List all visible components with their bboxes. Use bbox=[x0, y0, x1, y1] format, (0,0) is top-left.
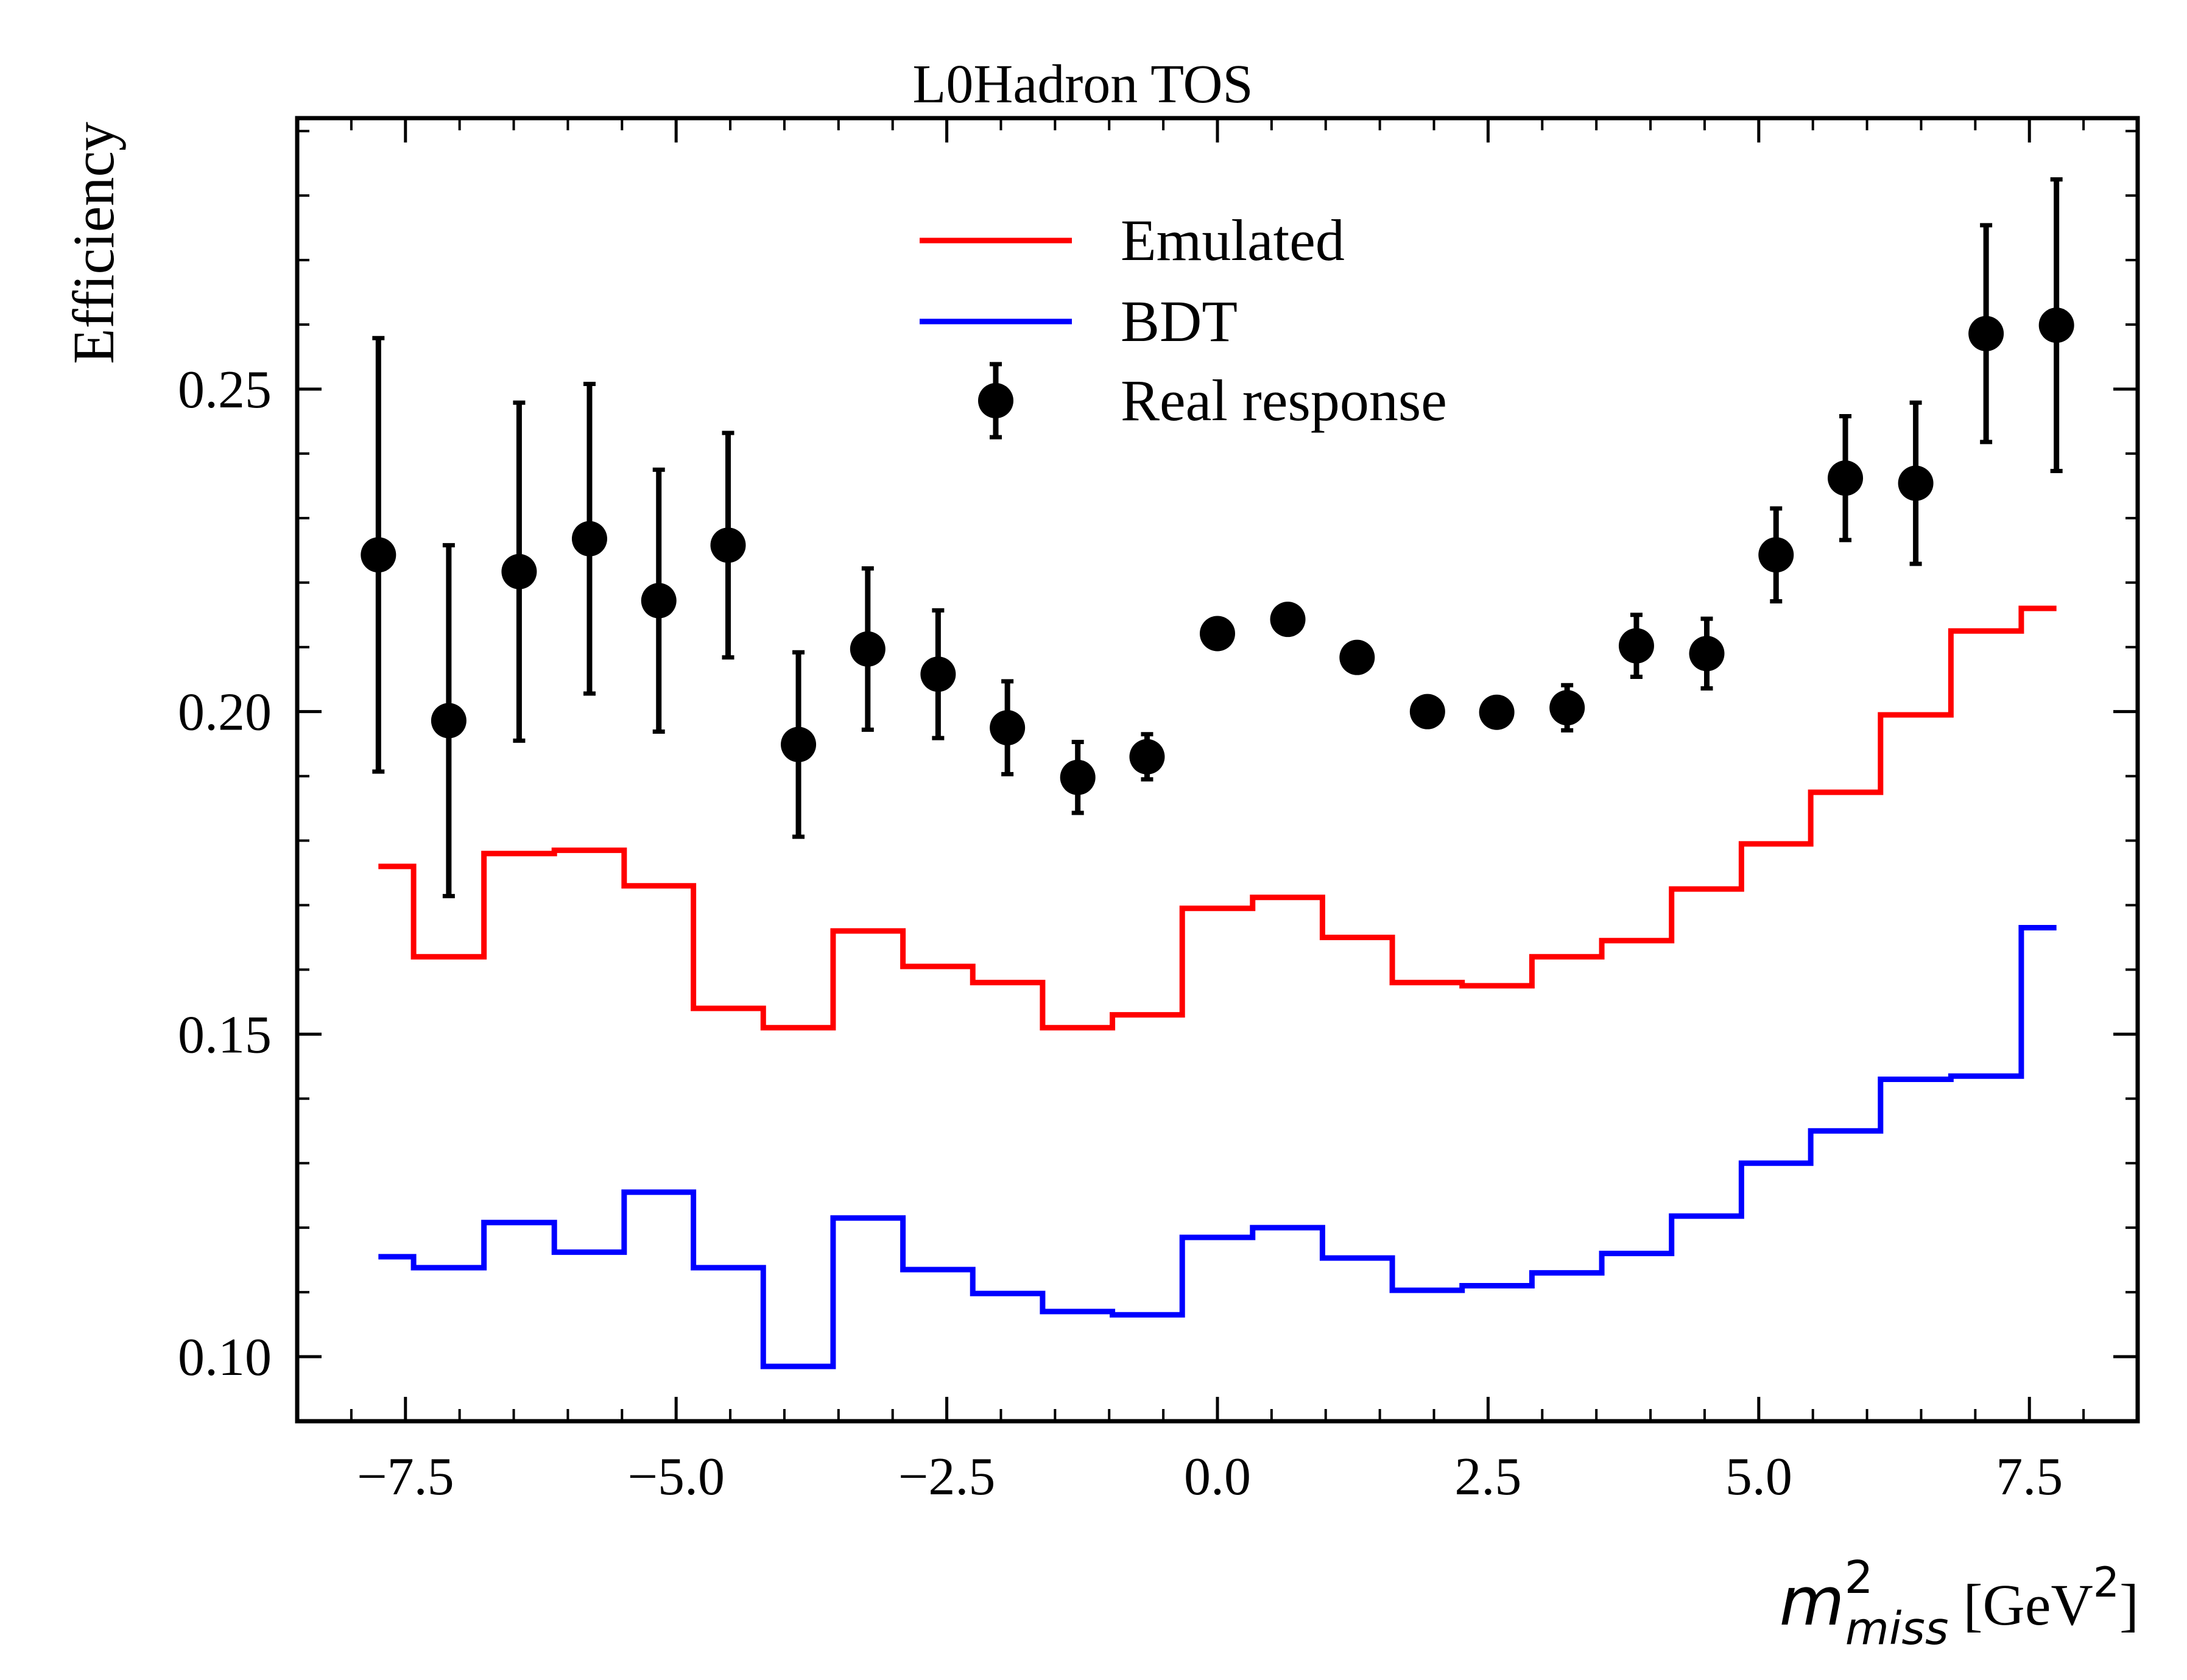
y-tick-label: 0.25 bbox=[178, 360, 272, 420]
x-tick-label: −7.5 bbox=[357, 1447, 454, 1506]
series-points-real-response bbox=[361, 177, 2074, 899]
data-point bbox=[1129, 739, 1165, 775]
data-point bbox=[1409, 694, 1445, 729]
x-axis-unit-superscript: 2 bbox=[2093, 1559, 2119, 1607]
x-tick-label: 7.5 bbox=[1996, 1447, 2063, 1506]
x-tick-label: 5.0 bbox=[1725, 1447, 1792, 1506]
series-line-emulated bbox=[378, 605, 2057, 1031]
data-point bbox=[1758, 537, 1794, 573]
data-point bbox=[1618, 628, 1654, 664]
x-tick-label: 0.0 bbox=[1184, 1447, 1251, 1506]
data-point bbox=[1339, 639, 1375, 675]
x-axis-unit-prefix: [GeV bbox=[1963, 1572, 2093, 1637]
legend: Emulated BDT Real response bbox=[920, 208, 1447, 440]
chart-title: L0Hadron TOS bbox=[912, 54, 1253, 114]
legend-label-bdt: BDT bbox=[1121, 289, 1238, 354]
y-axis-label: Efficiency bbox=[61, 122, 126, 364]
data-point bbox=[1898, 465, 1934, 501]
legend-label-real-response: Real response bbox=[1121, 368, 1447, 433]
data-point bbox=[920, 656, 956, 692]
data-point bbox=[1689, 636, 1725, 672]
x-axis-symbol: m bbox=[1780, 1562, 1845, 1640]
x-axis-subscript: miss bbox=[1845, 1603, 1949, 1655]
data-point bbox=[641, 583, 677, 619]
data-point bbox=[361, 537, 396, 573]
data-point bbox=[710, 527, 746, 563]
data-point bbox=[1270, 602, 1306, 638]
data-point bbox=[1200, 616, 1235, 652]
data-point bbox=[990, 710, 1026, 746]
plot-frame bbox=[295, 116, 2140, 1424]
y-tick-label: 0.20 bbox=[178, 683, 272, 742]
x-axis-unit-suffix: ] bbox=[2119, 1572, 2139, 1637]
legend-swatch-point bbox=[978, 383, 1013, 418]
data-point bbox=[1549, 690, 1585, 726]
data-point bbox=[850, 631, 886, 667]
x-tick-label: 2.5 bbox=[1454, 1447, 1521, 1506]
x-axis-superscript: 2 bbox=[1845, 1552, 1873, 1604]
legend-label-emulated: Emulated bbox=[1121, 208, 1345, 273]
y-tick-label: 0.15 bbox=[178, 1005, 272, 1064]
data-point bbox=[571, 521, 607, 557]
data-point bbox=[501, 554, 537, 589]
data-point bbox=[1479, 694, 1515, 730]
series-line-bdt bbox=[378, 925, 2057, 1369]
data-point bbox=[1968, 315, 2004, 351]
data-point bbox=[781, 726, 817, 762]
x-axis-label: m2 miss [GeV2] bbox=[1780, 1552, 2139, 1655]
x-tick-label: −2.5 bbox=[898, 1447, 996, 1506]
data-point bbox=[2038, 308, 2074, 343]
y-tick-label: 0.10 bbox=[178, 1328, 272, 1387]
x-tick-label: −5.0 bbox=[627, 1447, 725, 1506]
series-layer bbox=[361, 177, 2074, 1369]
data-point bbox=[1828, 460, 1864, 496]
data-point bbox=[431, 703, 467, 739]
data-point bbox=[1060, 759, 1096, 795]
